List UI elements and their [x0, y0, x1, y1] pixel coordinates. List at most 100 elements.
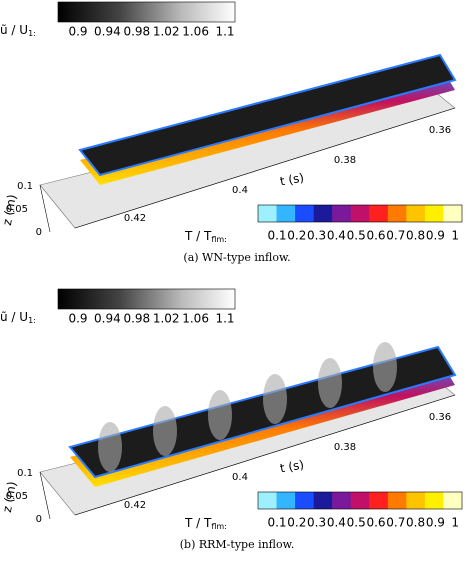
velocity-label: ũ / U1: — [0, 310, 36, 325]
velocity-label: ũ / U1: — [0, 23, 36, 38]
jet-streak — [373, 342, 397, 392]
temperature-tick-label: 0.2 — [287, 229, 306, 243]
t-axis-line — [74, 107, 456, 229]
t-tick-label: 0.4 — [232, 472, 248, 483]
velocity-tick-label: 1.06 — [182, 312, 209, 326]
velocity-tick-label: 1.06 — [182, 25, 209, 39]
temperature-swatch — [276, 205, 296, 222]
temperature-swatch — [258, 205, 277, 222]
t-tick-label: 0.38 — [334, 155, 356, 166]
temperature-swatch — [424, 492, 444, 509]
temperature-tick-label: 0.1 — [267, 229, 286, 243]
z-tick-label: 0 — [36, 227, 42, 238]
temperature-swatch — [443, 492, 463, 509]
temperature-tick-label: 0.6 — [366, 229, 385, 243]
velocity-tick-label: 1.1 — [215, 25, 234, 39]
t-axis-label: t (s) — [279, 458, 305, 476]
temperature-swatch — [387, 205, 407, 222]
temperature-tick-label: 1 — [451, 516, 459, 530]
label-main: T / T — [184, 516, 212, 530]
temperature-swatch — [258, 492, 277, 509]
temperature-swatch — [350, 205, 370, 222]
velocity-colorbar — [57, 1, 236, 23]
z-tick-label: 0.05 — [6, 491, 28, 502]
temperature-swatch — [443, 205, 463, 222]
velocity-tick-label: 0.94 — [94, 25, 121, 39]
t-tick-label: 0.42 — [124, 213, 146, 224]
z-axis-label: z (m) — [0, 193, 19, 226]
temperature-tick-label: 0.1 — [267, 516, 286, 530]
temperature-swatch — [387, 492, 407, 509]
label-sub: 1: — [28, 29, 36, 38]
temperature-swatch — [313, 492, 333, 509]
jet-body — [78, 53, 457, 177]
temperature-swatch — [313, 205, 333, 222]
label-main: ũ / U — [0, 23, 28, 37]
t-tick-label: 0.4 — [232, 185, 248, 196]
z-tick-label: 0.1 — [17, 181, 33, 192]
temperature-tick-label: 0.3 — [307, 229, 326, 243]
velocity-tick-label: 0.9 — [68, 25, 87, 39]
temperature-tick-label: 0.9 — [426, 516, 445, 530]
z-tick-label: 0 — [36, 514, 42, 525]
temperature-tick-label: 1 — [451, 229, 459, 243]
caption: (a) WN-type inflow. — [183, 251, 290, 264]
temperature-tick-label: 0.8 — [406, 229, 425, 243]
panel: ũ / U1: 0.9 0.94 0.98 1.02 1.06 1.1 0.36 0.38 0.4… — [0, 1, 463, 264]
caption: (b) RRM-type inflow. — [180, 538, 295, 551]
label-sub: 1: — [28, 316, 36, 325]
label-sub: flm: — [211, 235, 227, 244]
temperature-tick-label: 0.4 — [327, 516, 346, 530]
jet-streak — [98, 422, 122, 472]
temperature-tick-label: 0.2 — [287, 516, 306, 530]
temperature-swatch — [424, 205, 444, 222]
temperature-label: T / Tflm: — [184, 229, 227, 244]
t-axis-label: t (s) — [279, 171, 305, 189]
t-tick-label: 0.36 — [429, 125, 451, 136]
temperature-tick-label: 0.7 — [386, 229, 405, 243]
z-tick-label: 0.1 — [17, 468, 33, 479]
t-tick-label: 0.36 — [429, 412, 451, 423]
jet-streak — [263, 374, 287, 424]
jet-streak — [208, 390, 232, 440]
velocity-colorbar — [57, 288, 236, 310]
jet-streak — [153, 406, 177, 456]
t-tick-label: 0.42 — [124, 500, 146, 511]
temperature-tick-label: 0.7 — [386, 516, 405, 530]
temperature-tick-label: 0.6 — [366, 516, 385, 530]
temperature-swatch — [369, 492, 389, 509]
velocity-tick-label: 0.9 — [68, 312, 87, 326]
z-axis-line — [39, 184, 51, 233]
temperature-swatch — [406, 205, 426, 222]
temperature-swatch — [332, 492, 352, 509]
temperature-colorbar — [257, 491, 463, 510]
temperature-tick-label: 0.3 — [307, 516, 326, 530]
t-tick-label: 0.38 — [334, 442, 356, 453]
temperature-colorbar — [257, 204, 463, 223]
temperature-swatch — [276, 492, 296, 509]
velocity-tick-label: 0.94 — [94, 312, 121, 326]
label-main: ũ / U — [0, 310, 28, 324]
temperature-label: T / Tflm: — [184, 516, 227, 531]
label-main: T / T — [184, 229, 212, 243]
temperature-tick-label: 0.8 — [406, 516, 425, 530]
velocity-tick-label: 1.1 — [215, 312, 234, 326]
temperature-tick-label: 0.4 — [327, 229, 346, 243]
velocity-tick-label: 1.02 — [153, 25, 180, 39]
temperature-tick-label: 0.5 — [347, 229, 366, 243]
jet-streak — [318, 358, 342, 408]
temperature-swatch — [350, 492, 370, 509]
t-axis-line — [74, 394, 456, 516]
temperature-swatch — [295, 492, 314, 509]
panel: ũ / U1: 0.9 0.94 0.98 1.02 1.06 1.1 0.36 0.38 0.4… — [0, 288, 463, 551]
temperature-swatch — [332, 205, 352, 222]
z-axis-line — [39, 471, 51, 520]
temperature-tick-label: 0.5 — [347, 516, 366, 530]
label-sub: flm: — [211, 522, 227, 531]
temperature-swatch — [369, 205, 389, 222]
temperature-swatch — [406, 492, 426, 509]
velocity-tick-label: 0.98 — [123, 25, 150, 39]
velocity-tick-label: 1.02 — [153, 312, 180, 326]
